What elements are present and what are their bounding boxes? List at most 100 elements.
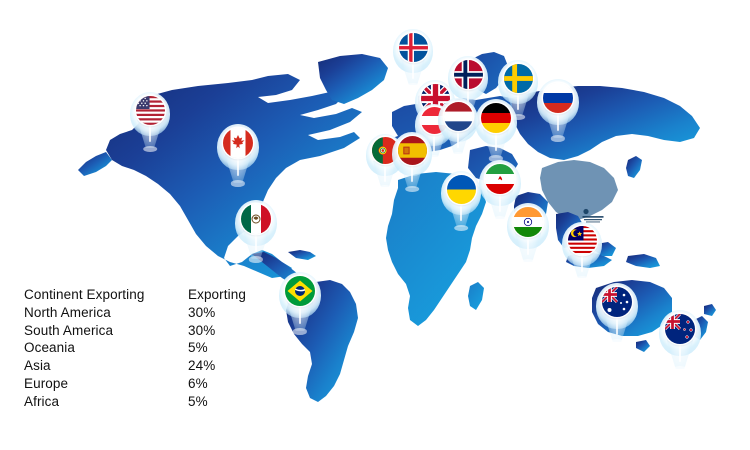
pin-base: [230, 180, 246, 187]
table-row: South America 30%: [24, 322, 274, 340]
pin-iceland[interactable]: [393, 29, 433, 90]
pin-base: [143, 145, 157, 152]
flag-no-icon: [453, 60, 483, 89]
pin-base: [511, 113, 525, 120]
pin-mexico[interactable]: [235, 200, 277, 264]
pin-ukraine[interactable]: [441, 171, 481, 232]
flag-se-icon: [503, 64, 533, 93]
landmass-alaska: [78, 152, 112, 176]
pin-base: [672, 366, 688, 373]
table-header-row: Continent Exporting Exporting: [24, 286, 274, 304]
pin-stem: [149, 123, 151, 143]
logo-watermark: [576, 206, 610, 228]
flag-is-icon: [398, 33, 428, 62]
pin-united-states[interactable]: [130, 92, 170, 153]
pin-stem: [581, 253, 583, 273]
pin-base: [292, 328, 308, 335]
exporting-table: Continent Exporting Exporting North Amer…: [24, 286, 274, 411]
row-value: 24%: [188, 358, 216, 374]
pin-stem: [616, 316, 618, 336]
landmass-greenland: [318, 54, 388, 104]
pin-base: [492, 216, 508, 223]
pin-stem: [299, 305, 301, 325]
pin-new-zealand[interactable]: [659, 310, 701, 374]
row-continent: Oceania: [24, 340, 75, 356]
pin-base: [550, 135, 566, 142]
pin-base: [248, 256, 264, 263]
pin-stem: [255, 233, 257, 253]
row-value: 5%: [188, 393, 208, 409]
pin-stem: [517, 91, 519, 111]
row-continent: Africa: [24, 393, 60, 409]
pin-stem: [460, 202, 462, 222]
table-row: North America 30%: [24, 304, 274, 322]
landmass-japan: [626, 156, 642, 178]
landmass-new-zealand-north: [704, 304, 716, 316]
table-body: North America 30% South America 30% Oceania 5…: [24, 304, 274, 411]
pin-malaysia[interactable]: [562, 222, 602, 283]
pin-stem: [457, 129, 459, 149]
landmass-east-asia: [540, 160, 618, 220]
pin-stem: [433, 134, 435, 152]
pin-iran[interactable]: [479, 160, 521, 224]
flag-ua-icon: [446, 175, 476, 204]
pin-stem: [411, 163, 413, 183]
row-value: 30%: [188, 322, 216, 338]
pin-germany[interactable]: [475, 99, 517, 163]
flag-ru-icon: [543, 83, 573, 113]
flag-nz-icon: [665, 314, 695, 344]
pin-stem: [495, 132, 497, 152]
pin-base: [405, 185, 419, 192]
pin-base: [520, 259, 536, 266]
flag-my-icon: [567, 226, 597, 255]
pin-stem: [679, 343, 681, 363]
flag-es-icon: [397, 136, 427, 165]
flag-ca-icon: [223, 128, 253, 158]
pin-spain[interactable]: [392, 132, 432, 193]
table-row: Europe 6%: [24, 375, 274, 393]
table-row: Asia 24%: [24, 357, 274, 375]
pin-base: [427, 155, 441, 161]
flag-br-icon: [285, 276, 315, 306]
table-header-value: Exporting: [188, 287, 246, 302]
pin-stem: [384, 164, 386, 182]
landmass-new-guinea: [626, 254, 660, 268]
flag-de-icon: [481, 103, 511, 133]
pin-base: [488, 155, 504, 162]
pin-canada[interactable]: [217, 124, 259, 188]
pin-base: [378, 185, 392, 191]
pin-base: [609, 339, 625, 346]
pin-russia[interactable]: [537, 79, 579, 143]
landmass-madagascar: [468, 282, 484, 310]
flag-mx-icon: [241, 204, 271, 234]
table-header-continent: Continent Exporting: [24, 287, 145, 302]
pin-stem: [412, 60, 414, 80]
flag-au-icon: [602, 287, 632, 317]
row-continent: North America: [24, 304, 111, 320]
pin-stem: [527, 236, 529, 256]
flag-ir-icon: [485, 164, 515, 194]
pin-base: [406, 82, 420, 89]
flag-us-icon: [135, 96, 165, 125]
pin-base: [454, 224, 468, 231]
pin-netherlands[interactable]: [438, 98, 478, 159]
row-value: 6%: [188, 375, 208, 391]
row-continent: Asia: [24, 358, 51, 374]
flag-at-icon: [420, 107, 448, 134]
landmass-tasmania: [636, 340, 650, 352]
pin-base: [575, 275, 589, 282]
table-row: Oceania 5%: [24, 339, 274, 357]
pin-australia[interactable]: [596, 283, 638, 347]
flag-in-icon: [513, 207, 543, 237]
pin-india[interactable]: [507, 203, 549, 267]
pin-stem: [499, 193, 501, 213]
pin-sweden[interactable]: [498, 60, 538, 121]
landmass-caribbean: [288, 250, 316, 260]
pin-stem: [557, 112, 559, 132]
row-value: 5%: [188, 340, 208, 356]
pin-brazil[interactable]: [279, 272, 321, 336]
flag-nl-icon: [443, 102, 473, 131]
pin-stem: [467, 87, 469, 107]
row-continent: South America: [24, 322, 114, 338]
